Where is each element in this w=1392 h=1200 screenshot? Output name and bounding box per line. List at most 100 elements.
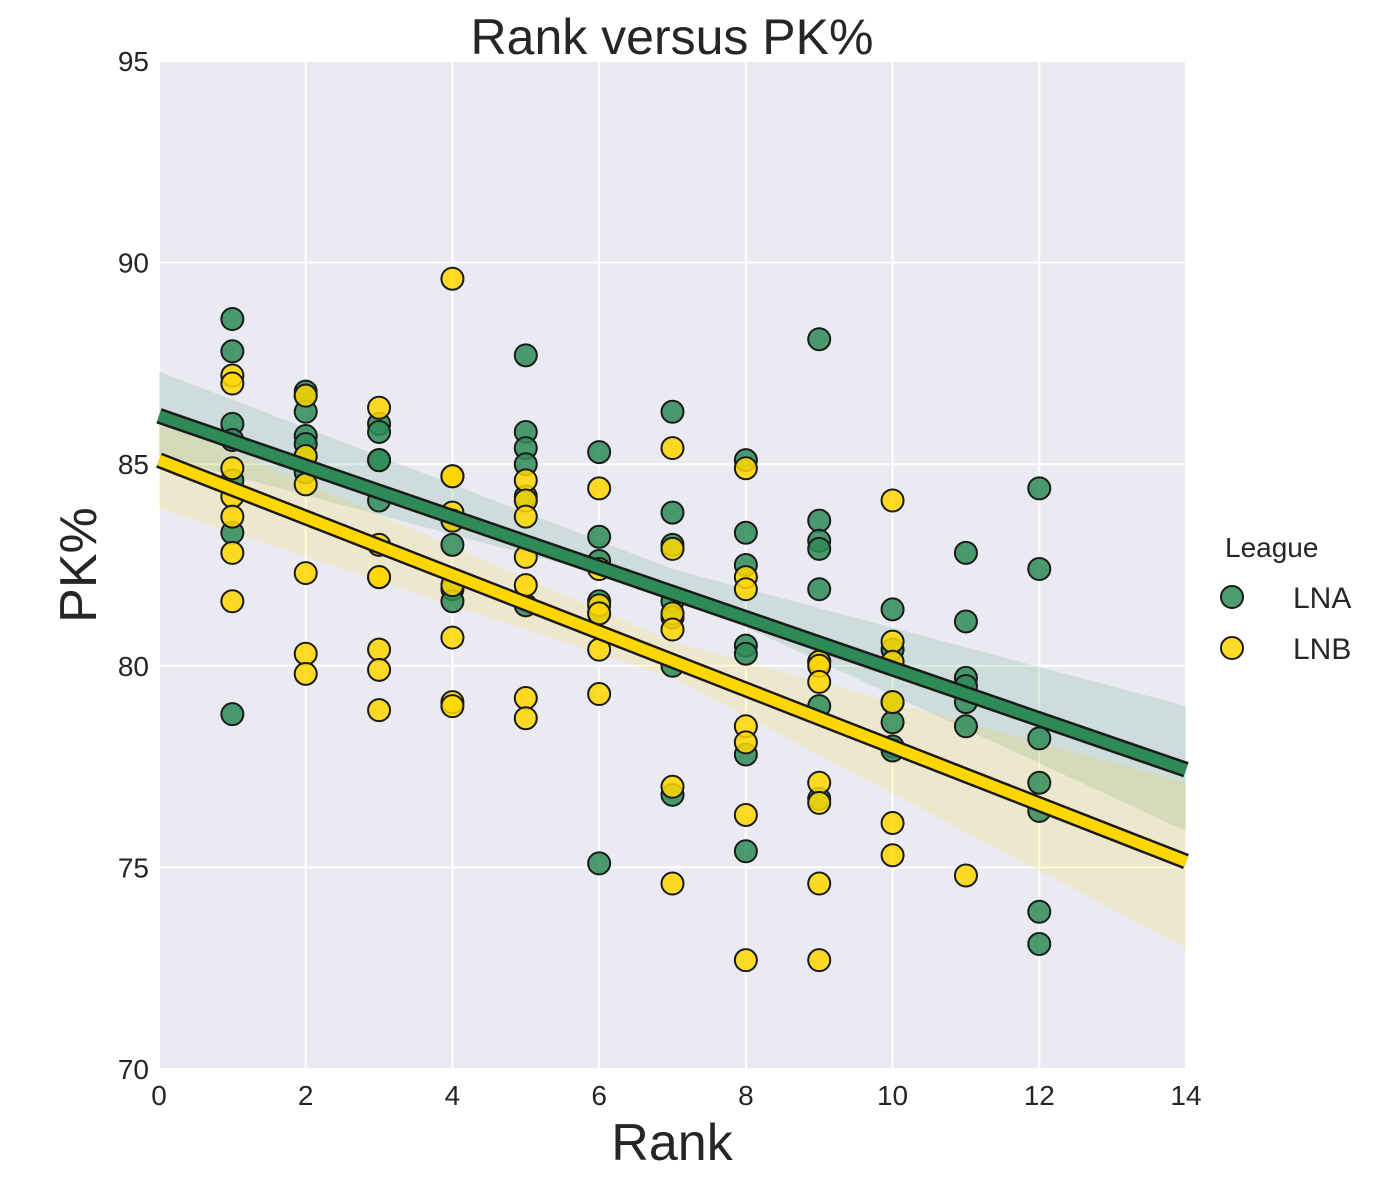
y-tick-labels: 70 75 80 85 90 95	[118, 46, 149, 1085]
point-lnb	[660, 617, 685, 642]
x-tick-label: 2	[298, 1080, 314, 1111]
x-tick-label: 4	[445, 1080, 461, 1111]
point-lna	[220, 339, 245, 364]
y-tick-label: 90	[118, 248, 149, 279]
x-tick-label: 12	[1024, 1080, 1055, 1111]
chart-title: Rank versus PK%	[471, 9, 874, 65]
x-axis-label: Rank	[611, 1114, 733, 1172]
point-lnb	[880, 488, 905, 513]
point-lnb	[660, 774, 685, 799]
x-tick-labels: 0 2 4 6 8 10 12 14	[151, 1080, 1201, 1111]
point-lnb	[220, 456, 245, 481]
point-lna	[1027, 557, 1052, 582]
point-lnb	[733, 948, 758, 973]
point-lnb	[953, 863, 978, 888]
point-lnb	[293, 561, 318, 586]
point-lna	[733, 641, 758, 666]
point-lna	[367, 448, 392, 473]
legend-label-lna: LNA	[1293, 582, 1351, 615]
point-lnb	[220, 504, 245, 529]
point-lnb	[220, 371, 245, 396]
point-lna	[660, 500, 685, 525]
point-lna	[1027, 932, 1052, 957]
point-lna	[1027, 770, 1052, 795]
y-tick-label: 75	[118, 852, 149, 883]
point-lnb	[880, 690, 905, 715]
legend-marker-lna	[1220, 585, 1244, 609]
point-lna	[733, 839, 758, 864]
fit-line-lna	[157, 410, 1188, 775]
x-tick-label: 14	[1170, 1080, 1201, 1111]
ci-band-lnb	[159, 419, 1186, 949]
point-lna	[807, 327, 832, 352]
legend-title: League	[1225, 532, 1318, 563]
fit-line-lnb	[156, 455, 1189, 867]
legend: League LNA LNB	[1220, 532, 1351, 666]
point-lna	[880, 710, 905, 735]
point-lnb	[660, 536, 685, 561]
point-lna	[807, 508, 832, 533]
point-lna	[367, 419, 392, 444]
point-lnb	[587, 476, 612, 501]
point-lna	[880, 597, 905, 622]
point-lnb	[367, 637, 392, 662]
x-tick-label: 6	[591, 1080, 607, 1111]
point-lnb	[807, 948, 832, 973]
plot-background	[159, 61, 1186, 1069]
legend-marker-lnb	[1220, 636, 1244, 660]
point-lnb	[807, 790, 832, 815]
point-lnb	[513, 468, 538, 493]
point-lnb	[880, 811, 905, 836]
point-lnb	[733, 730, 758, 755]
x-tick-label: 8	[738, 1080, 754, 1111]
point-lnb	[293, 383, 318, 408]
legend-label-lnb: LNB	[1293, 633, 1351, 666]
ci-band-lna	[159, 371, 1186, 832]
x-tick-label: 0	[151, 1080, 167, 1111]
point-lna	[953, 540, 978, 565]
point-lnb	[807, 669, 832, 694]
point-lnb	[367, 395, 392, 420]
point-lna	[1027, 899, 1052, 924]
point-lna	[1027, 726, 1052, 751]
point-lnb	[367, 565, 392, 590]
point-lnb	[880, 629, 905, 654]
y-axis-label: PK%	[50, 507, 108, 623]
point-lna	[587, 524, 612, 549]
point-lnb	[440, 266, 465, 291]
point-lnb	[220, 589, 245, 614]
legend-items: LNA LNB	[1220, 582, 1351, 666]
y-tick-label: 85	[118, 449, 149, 480]
point-lnb	[587, 682, 612, 707]
point-lna	[953, 609, 978, 634]
point-lna	[440, 532, 465, 557]
regression-lines	[156, 408, 1189, 869]
point-lna	[953, 714, 978, 739]
point-lnb	[660, 436, 685, 461]
x-tick-label: 10	[877, 1080, 908, 1111]
point-lna	[513, 343, 538, 368]
y-tick-label: 70	[118, 1054, 149, 1085]
point-lnb	[513, 504, 538, 529]
point-lna	[587, 851, 612, 876]
point-lnb	[807, 871, 832, 896]
point-lna	[807, 536, 832, 561]
point-lnb	[660, 871, 685, 896]
point-lnb	[367, 698, 392, 723]
point-lnb	[733, 456, 758, 481]
point-lna	[220, 307, 245, 332]
point-lnb	[733, 802, 758, 827]
point-lna	[220, 702, 245, 727]
point-lna	[587, 440, 612, 465]
point-lnb	[880, 843, 905, 868]
point-lnb	[220, 540, 245, 565]
point-lnb	[440, 694, 465, 719]
confidence-bands	[159, 371, 1186, 949]
point-lna	[733, 520, 758, 545]
point-lnb	[440, 625, 465, 650]
point-lnb	[733, 577, 758, 602]
point-lnb	[513, 706, 538, 731]
point-lnb	[367, 657, 392, 682]
point-lnb	[440, 464, 465, 489]
